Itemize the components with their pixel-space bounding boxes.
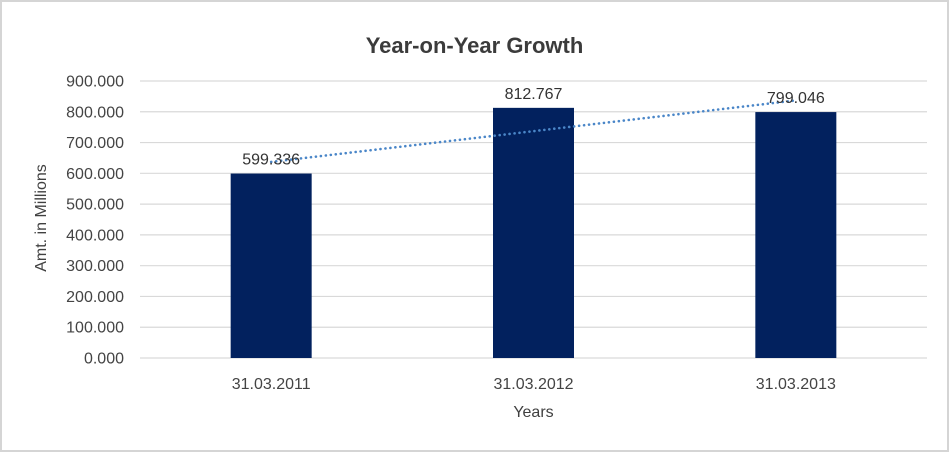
y-axis-tick-label: 100.000 <box>66 320 124 337</box>
trendline <box>269 99 798 164</box>
x-category-label: 31.03.2012 <box>493 376 573 393</box>
y-axis-tick-label: 800.000 <box>66 104 124 121</box>
bar-value-label: 599.336 <box>242 152 300 169</box>
y-axis-tick-label: 300.000 <box>66 258 124 275</box>
bar <box>230 173 312 358</box>
x-category-label: 31.03.2013 <box>756 376 836 393</box>
y-axis-tick-label: 200.000 <box>66 289 124 306</box>
bar <box>493 107 574 358</box>
y-axis-tick-label: 400.000 <box>66 227 124 244</box>
bar-value-label: 812.767 <box>505 86 563 103</box>
y-axis-tick-label: 700.000 <box>66 135 124 152</box>
y-axis-tick-label: 600.000 <box>66 166 124 183</box>
y-axis-tick-label: 500.000 <box>66 197 124 214</box>
chart-title: Year-on-Year Growth <box>365 33 584 58</box>
y-axis-tick-label: 900.000 <box>66 74 124 91</box>
bar <box>755 112 837 358</box>
bar-value-label: 799.046 <box>767 90 825 107</box>
y-axis-tick-label: 0.000 <box>84 351 124 368</box>
x-axis-title: Years <box>513 404 554 421</box>
x-category-label: 31.03.2011 <box>232 376 311 393</box>
